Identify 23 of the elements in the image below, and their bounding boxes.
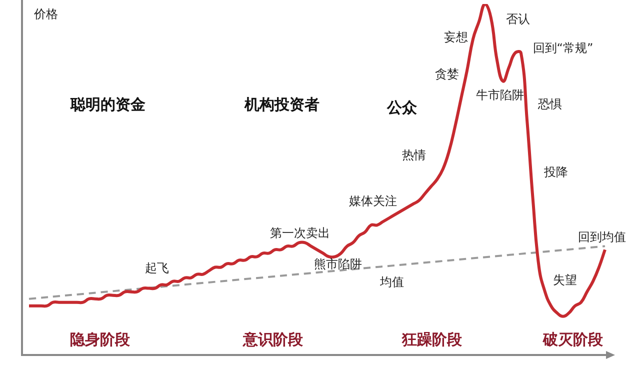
annotation: 媒体关注 [349,194,397,208]
annotation: 意识阶段 [243,330,303,348]
annotation: 回到“常规” [532,41,594,55]
annotation: 回到均值 [578,230,626,244]
annotation: 狂躁阶段 [402,330,462,348]
annotation: 否认 [506,12,530,26]
y-axis-title: 价格 [34,7,58,21]
annotation: 公众 [387,98,417,116]
annotation: 起飞 [145,261,169,275]
annotation: 牛市陷阱 [476,88,524,102]
annotation: 投降 [544,165,568,179]
annotation: 聪明的资金 [70,96,146,114]
annotation: 第一次卖出 [270,226,330,240]
annotation: 隐身阶段 [70,330,130,348]
annotation: 热情 [402,148,426,162]
annotation: 妄想 [444,30,468,44]
annotation: 均值 [380,275,404,289]
annotation: 熊市陷阱 [314,257,362,271]
annotation: 失望 [553,273,577,287]
annotation: 机构投资者 [244,96,320,114]
annotation: 贪婪 [435,67,459,81]
annotation: 破灭阶段 [543,330,603,348]
annotation: 恐惧 [538,97,562,111]
